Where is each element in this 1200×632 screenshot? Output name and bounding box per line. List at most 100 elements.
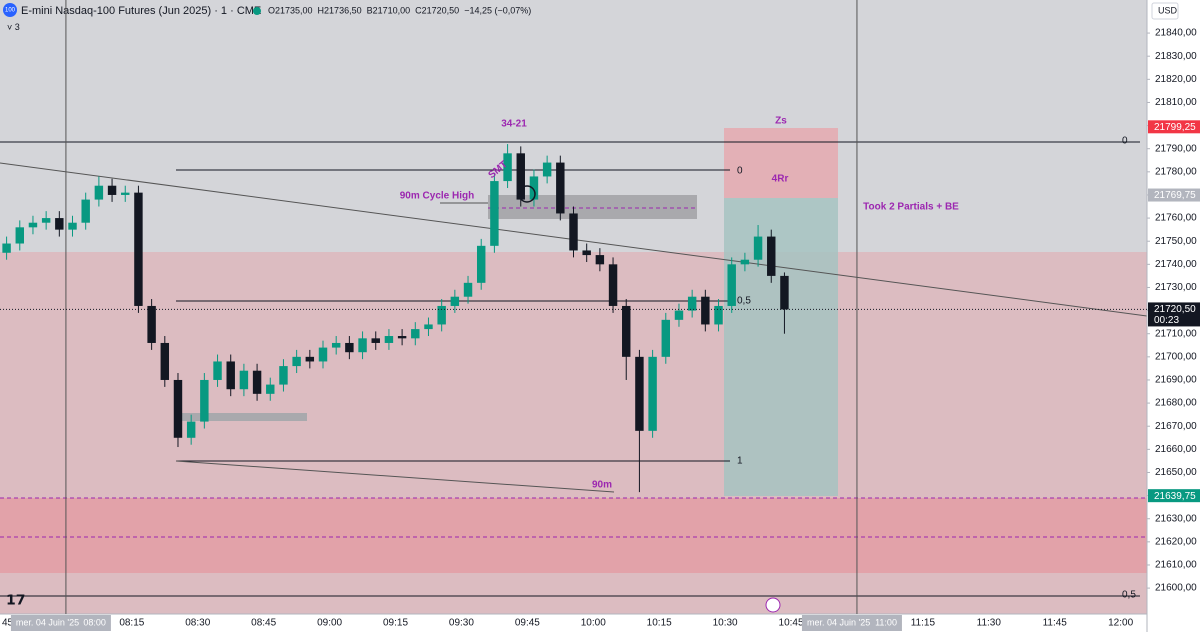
- y-tick-label: 21840,00: [1155, 28, 1197, 39]
- trend-line: [175, 460, 615, 493]
- candle-body: [714, 305, 723, 325]
- alert-icon[interactable]: [765, 597, 781, 613]
- candle-body: [516, 153, 525, 200]
- candle-body: [186, 421, 196, 438]
- annotation: 34-21: [501, 119, 527, 130]
- deep-zone: [0, 498, 1147, 573]
- time-axis: [0, 614, 1147, 632]
- candle-body: [437, 305, 446, 325]
- currency: USD: [1158, 5, 1178, 15]
- x-tick-label: 09:00: [317, 618, 342, 629]
- candle-body: [305, 356, 315, 362]
- time-label: 11:00: [875, 617, 897, 627]
- date-label: mer. 04 Juin '25: [16, 617, 79, 627]
- candle-body: [674, 310, 684, 320]
- candle-body: [94, 185, 104, 200]
- y-tick-label: 21710,00: [1155, 328, 1197, 339]
- ohlc-value: O21735,00: [268, 5, 313, 15]
- y-tick-label: 21690,00: [1155, 375, 1197, 386]
- x-tick-label: 10:30: [713, 618, 738, 629]
- fib-label: 0: [1122, 136, 1128, 147]
- y-tick-label: 21600,00: [1155, 583, 1197, 594]
- candle-body: [529, 176, 539, 200]
- y-tick-label: 21660,00: [1155, 444, 1197, 455]
- logo: 𝟭𝟳: [6, 592, 25, 608]
- candle-body: [68, 222, 77, 230]
- candle-body: [503, 153, 512, 182]
- circle-mark: [518, 185, 536, 203]
- price-label: 21720,50: [1154, 304, 1196, 315]
- price-label-box: [1148, 302, 1200, 327]
- x-tick-label: 10:45: [779, 618, 804, 629]
- indicator-count: ˅ 3: [7, 22, 20, 32]
- candle-body: [740, 259, 750, 265]
- price-label-box: [1148, 188, 1200, 202]
- target-box: [724, 198, 838, 496]
- x-tick-label: 11:15: [911, 618, 936, 629]
- candle-body: [318, 347, 328, 362]
- ohlc: O21735,00 H21736,50 B21710,00 C21720,50 −14,…: [268, 5, 531, 15]
- date-label: mer. 04 Juin '25: [807, 617, 870, 627]
- fib-label: 1: [737, 456, 743, 467]
- x-tick-label: 11:30: [977, 618, 1002, 629]
- y-tick-label: 21760,00: [1155, 213, 1197, 224]
- symbol-badge: [3, 3, 17, 17]
- ohlc-value: B21710,00: [367, 5, 411, 15]
- time-label: 08:00: [83, 617, 106, 627]
- candle-body: [450, 296, 460, 306]
- candle-body: [635, 356, 644, 431]
- candle-body: [331, 342, 341, 348]
- candle-body: [727, 264, 736, 306]
- price-label: 21639,75: [1154, 491, 1196, 502]
- y-tick-label: 21680,00: [1155, 398, 1197, 409]
- candle-body: [648, 356, 657, 431]
- candle-body: [780, 275, 789, 310]
- price-label-time: 00:23: [1154, 315, 1179, 326]
- currency-box[interactable]: [1151, 2, 1179, 20]
- candle-body: [15, 227, 24, 244]
- x-tick-label: 45: [2, 618, 14, 629]
- x-tick-label: 09:45: [515, 618, 540, 629]
- candle-body: [556, 162, 565, 214]
- candle-body: [345, 342, 354, 353]
- y-tick-label: 21650,00: [1155, 467, 1197, 478]
- x-tick-label: 09:15: [383, 618, 408, 629]
- y-tick-label: 21630,00: [1155, 513, 1197, 524]
- candles: [2, 144, 789, 493]
- y-tick-label: 21790,00: [1155, 143, 1197, 154]
- candle-body: [213, 361, 222, 380]
- candle-body: [173, 379, 183, 438]
- y-tick-label: 21700,00: [1155, 351, 1197, 362]
- x-tick-label: 10:00: [581, 618, 606, 629]
- candle-body: [661, 319, 671, 357]
- candle-body: [55, 218, 64, 230]
- candle-body: [582, 250, 591, 256]
- candle-body: [358, 338, 367, 353]
- x-tick-label: 08:30: [185, 618, 210, 629]
- y-tick-label: 21750,00: [1155, 236, 1197, 247]
- candle-body: [687, 296, 697, 311]
- x-tick-label: 11:45: [1043, 618, 1068, 629]
- y-tick-label: 21730,00: [1155, 282, 1197, 293]
- ohlc-value: C21720,50: [415, 5, 459, 15]
- x-tick-label: 08:45: [251, 618, 276, 629]
- y-tick-label: 21820,00: [1155, 74, 1197, 85]
- date-box: [10, 615, 111, 631]
- badge-text: 100: [5, 8, 16, 14]
- candle-body: [569, 213, 578, 251]
- y-tick-label: 21670,00: [1155, 421, 1197, 432]
- candle-body: [767, 236, 776, 276]
- candle-body: [226, 361, 235, 390]
- candle-body: [411, 329, 420, 339]
- ohlc-value: −14,25 (−0,07%): [464, 5, 531, 15]
- candle-body: [160, 342, 170, 380]
- small-box: [176, 413, 307, 421]
- x-tick-label: 09:30: [449, 618, 474, 629]
- x-tick-label: 12:00: [1108, 618, 1133, 629]
- candle-body: [134, 192, 143, 306]
- y-tick-label: 21810,00: [1155, 97, 1197, 108]
- candle-body: [292, 356, 301, 367]
- y-tick-label: 21780,00: [1155, 166, 1197, 177]
- fib-label: 0,5: [737, 296, 751, 307]
